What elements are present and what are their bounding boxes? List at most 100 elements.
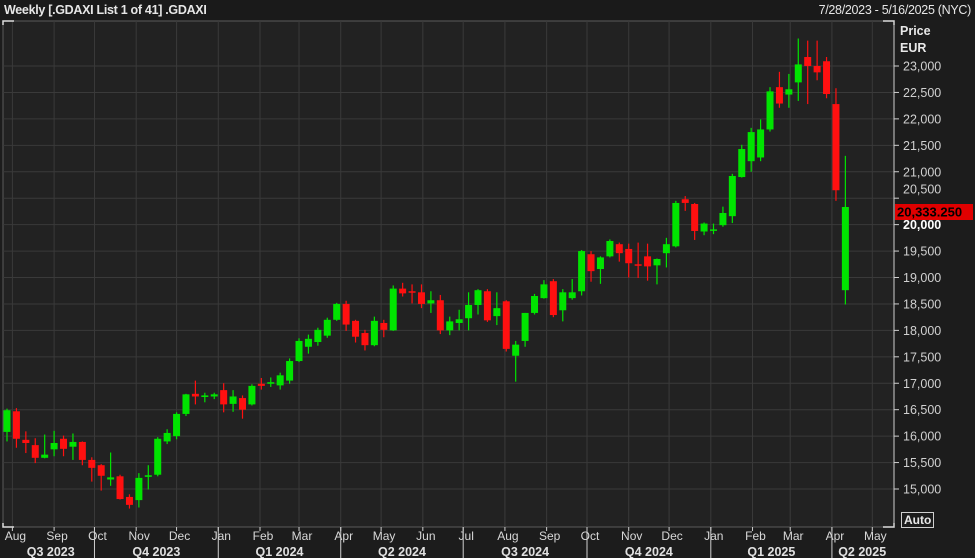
y-tick-label: 19,500 (903, 245, 941, 259)
candle (775, 71, 783, 108)
candle (549, 279, 557, 318)
candle-body (832, 104, 840, 191)
candle (201, 392, 209, 403)
candle (653, 258, 661, 285)
candle (69, 433, 77, 460)
candle-body (50, 442, 58, 450)
candle-body (135, 477, 143, 501)
candle (333, 302, 341, 321)
candle (465, 292, 473, 331)
candle (587, 251, 595, 282)
candle-body (154, 438, 162, 475)
candle-body (267, 382, 275, 384)
month-label: Jan (704, 529, 723, 543)
candle-body (644, 256, 652, 267)
candle (380, 319, 388, 338)
candle (644, 243, 652, 281)
candle-body (738, 149, 746, 178)
candle (248, 384, 256, 406)
candle (578, 250, 586, 296)
candle-body (191, 393, 199, 397)
candle (559, 289, 567, 322)
candle (257, 377, 265, 390)
price-tag-bg (895, 204, 973, 220)
candle (710, 223, 717, 235)
quarter-label: Q1 2024 (256, 545, 304, 558)
candle (681, 196, 689, 211)
candle (342, 300, 350, 331)
candle (135, 473, 143, 508)
candle-body (512, 344, 520, 356)
candle-body (540, 284, 548, 299)
candle-body (399, 288, 407, 294)
month-label: Sep (46, 529, 68, 543)
candle-body (841, 207, 849, 291)
candle (691, 202, 699, 240)
candle-body (785, 89, 793, 95)
candle (436, 294, 444, 335)
candle-body (304, 338, 312, 347)
candle-body (606, 241, 614, 257)
y-tick-label: 20,000 (903, 218, 941, 232)
candle (757, 119, 765, 162)
candle (606, 239, 614, 258)
candle-body (587, 254, 595, 272)
candle-body (474, 290, 482, 305)
x-axis: Aug Sep Oct Nov Dec Jan Feb Mar Apr May Jun Jul Aug S… (5, 527, 887, 558)
candle (31, 438, 39, 464)
date-range[interactable]: 7/28/2023 - 5/16/2025 (NYC) (818, 3, 972, 17)
candle (3, 408, 11, 442)
chart-header: Weekly [.GDAXI List 1 of 41] .GDAXI 7/28… (0, 0, 975, 20)
candle-body (342, 303, 350, 325)
candle (747, 127, 755, 172)
month-label: Aug (5, 529, 26, 543)
candle-body (248, 385, 256, 405)
candle (295, 338, 303, 363)
candle (12, 408, 20, 448)
candle-body (182, 394, 190, 414)
candle-body (653, 258, 661, 266)
y-axis: 15,000 15,500 16,000 16,500 17,000 17,500 18,0… (893, 21, 941, 527)
candle-body (229, 396, 237, 404)
candle-body (380, 322, 388, 330)
candle-body (531, 296, 539, 313)
candle-body (286, 361, 294, 381)
quarter-label: Q2 2025 (838, 545, 886, 558)
candle (191, 380, 199, 405)
quarter-label: Q1 2025 (747, 545, 795, 558)
plot-corner (2, 20, 14, 25)
y-tick-label: 21,000 (903, 165, 941, 179)
axis-label-currency: EUR (900, 41, 926, 55)
candles (3, 38, 849, 509)
candle (804, 40, 812, 105)
candle-body (352, 320, 360, 337)
candle-body (455, 319, 463, 323)
candle (50, 430, 58, 457)
candle-body (568, 292, 576, 299)
candle-body (144, 475, 152, 477)
month-label: Nov (621, 529, 642, 543)
candle-body (794, 64, 802, 83)
candle (210, 392, 218, 400)
month-label: May (864, 529, 887, 543)
candle (399, 282, 407, 297)
chart-title: Weekly [.GDAXI List 1 of 41] .GDAXI (4, 3, 207, 17)
candle (427, 291, 435, 313)
y-tick-label: 18,000 (903, 324, 941, 338)
month-label: Aug (497, 529, 518, 543)
month-label: May (373, 529, 396, 543)
candle-body (578, 251, 586, 292)
candle-body (691, 204, 699, 231)
candle (719, 206, 727, 227)
candle-body (173, 413, 181, 437)
auto-scale-button[interactable]: Auto (901, 512, 935, 528)
month-label: Apr (334, 529, 353, 543)
candle-body (220, 390, 228, 405)
candle-body (634, 264, 642, 266)
candle-body (125, 496, 133, 505)
month-label: Sep (539, 529, 561, 543)
candle-body (681, 199, 689, 203)
candle-body (31, 445, 39, 458)
candle-body (728, 175, 736, 217)
